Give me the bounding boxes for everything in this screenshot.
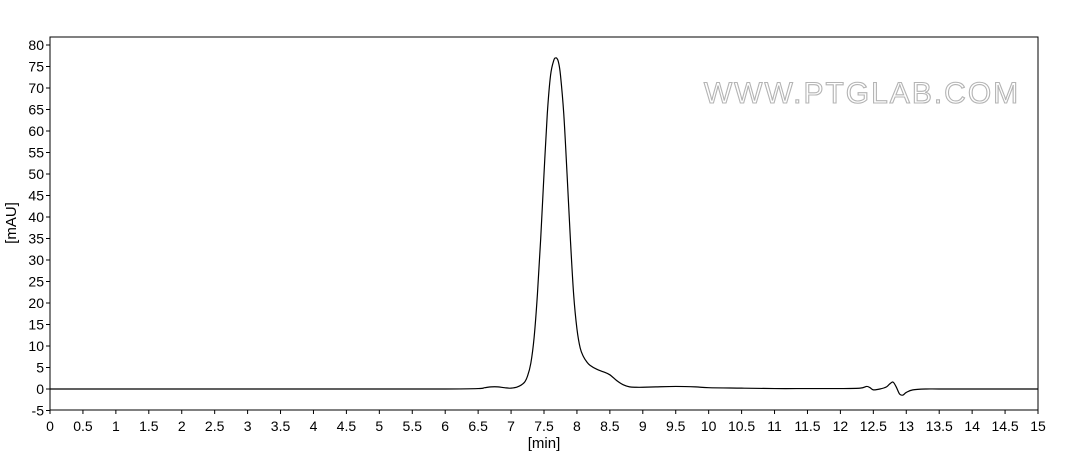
x-tick-label: 11.5 bbox=[794, 418, 820, 434]
y-tick-label: 35 bbox=[28, 231, 44, 247]
x-tick-label: 3.5 bbox=[271, 418, 291, 434]
x-tick-label: 4 bbox=[310, 418, 318, 434]
y-tick-label: 0 bbox=[36, 381, 44, 397]
y-tick-label: 55 bbox=[28, 145, 44, 161]
x-axis-title: [min] bbox=[528, 435, 561, 452]
y-tick-label: 45 bbox=[28, 188, 44, 204]
x-tick-label: 12.5 bbox=[860, 418, 887, 434]
x-tick-label: 13 bbox=[898, 418, 914, 434]
y-tick-label: 50 bbox=[28, 166, 44, 182]
y-tick-label: -5 bbox=[32, 403, 45, 419]
x-tick-label: 1 bbox=[112, 418, 120, 434]
x-axis: 0 0.5 1 1.5 2 2.5 3 3.5 4 4.5 5 5.5 6 6.5 7 7.5 8 8.5 9 9.5… bbox=[46, 410, 1046, 434]
watermark: WWW.PTGLAB.COM bbox=[704, 77, 1020, 110]
y-tick-label: 70 bbox=[28, 80, 44, 96]
x-tick-label: 14 bbox=[964, 418, 980, 434]
x-tick-label: 10.5 bbox=[728, 418, 755, 434]
x-tick-label: 5.5 bbox=[403, 418, 423, 434]
x-tick-label: 6.5 bbox=[468, 418, 488, 434]
x-tick-label: 9.5 bbox=[666, 418, 686, 434]
y-tick-label: 80 bbox=[28, 37, 44, 53]
x-tick-label: 2 bbox=[178, 418, 186, 434]
x-tick-label: 4.5 bbox=[337, 418, 357, 434]
y-tick-label: 25 bbox=[28, 274, 44, 290]
x-tick-label: 1.5 bbox=[139, 418, 159, 434]
y-tick-label: 20 bbox=[28, 295, 44, 311]
y-tick-label: 5 bbox=[36, 360, 44, 376]
x-tick-label: 12 bbox=[833, 418, 849, 434]
y-tick-label: 40 bbox=[28, 209, 44, 225]
y-axis-title: [mAU] bbox=[3, 202, 20, 244]
x-tick-label: 8.5 bbox=[600, 418, 620, 434]
y-tick-label: 65 bbox=[28, 102, 44, 118]
x-tick-label: 10 bbox=[701, 418, 717, 434]
x-tick-label: 6 bbox=[441, 418, 449, 434]
x-tick-label: 14.5 bbox=[991, 418, 1018, 434]
x-tick-label: 13.5 bbox=[926, 418, 953, 434]
x-tick-label: 2.5 bbox=[205, 418, 225, 434]
y-tick-label: 10 bbox=[28, 338, 44, 354]
x-tick-label: 15 bbox=[1030, 418, 1046, 434]
y-tick-label: 30 bbox=[28, 252, 44, 268]
y-tick-label: 60 bbox=[28, 123, 44, 139]
y-tick-label: 15 bbox=[28, 317, 44, 333]
y-tick-label: 75 bbox=[28, 59, 44, 75]
x-tick-label: 11 bbox=[767, 418, 782, 434]
x-tick-label: 7.5 bbox=[534, 418, 554, 434]
y-axis: -5 0 5 10 15 20 25 30 35 40 45 50 55 60 65 70 75 80 bbox=[28, 37, 50, 419]
x-tick-label: 0 bbox=[46, 418, 54, 434]
chromatogram-trace bbox=[50, 57, 1038, 396]
x-tick-label: 3 bbox=[244, 418, 252, 434]
x-tick-label: 0.5 bbox=[73, 418, 93, 434]
x-tick-label: 7 bbox=[507, 418, 515, 434]
x-tick-label: 8 bbox=[573, 418, 581, 434]
x-tick-label: 9 bbox=[639, 418, 647, 434]
x-tick-label: 5 bbox=[375, 418, 383, 434]
